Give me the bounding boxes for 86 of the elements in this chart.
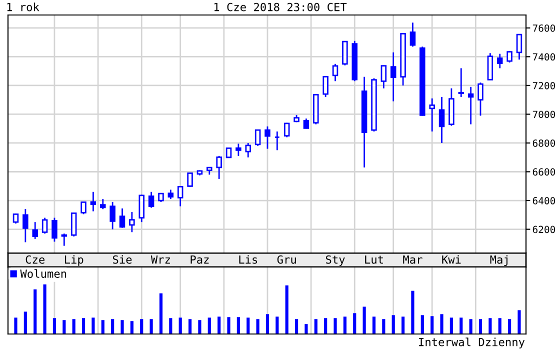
bar	[150, 319, 153, 334]
bar	[43, 284, 46, 334]
legend-label: Wolumen	[20, 269, 66, 278]
bar	[440, 314, 444, 334]
x-tick-label: Kwi	[442, 255, 461, 264]
bar	[411, 290, 414, 334]
y-tick-label: 6400	[532, 197, 556, 204]
text: Interwal Dzienny	[419, 338, 525, 348]
bar	[236, 317, 240, 334]
bar	[198, 320, 202, 334]
bar	[334, 318, 337, 334]
candlestick	[468, 86, 474, 125]
candlestick	[361, 76, 368, 168]
bar	[362, 306, 366, 334]
bar	[178, 318, 182, 334]
y-tick-label: 7000	[532, 110, 556, 118]
candlestick	[90, 191, 96, 212]
x-tick-label: Sie	[112, 255, 132, 264]
bar	[140, 319, 144, 334]
bar	[285, 285, 288, 334]
bar	[101, 320, 104, 334]
x-tick-label: Lis	[239, 255, 258, 264]
bar	[488, 318, 492, 334]
y-tick-label: 6600	[532, 168, 556, 176]
bar	[24, 312, 27, 334]
bar	[478, 319, 482, 334]
bar	[508, 319, 512, 334]
bar	[276, 316, 279, 334]
bar	[82, 318, 86, 334]
x-tick-label: Mar	[403, 255, 422, 264]
candlestick	[129, 211, 135, 233]
bar	[314, 319, 318, 334]
x-tick-label: Gru	[277, 255, 296, 264]
bar	[498, 318, 502, 334]
bar	[266, 314, 270, 334]
bar	[227, 317, 230, 334]
bar	[218, 316, 221, 334]
bar	[62, 320, 66, 334]
bar	[130, 321, 134, 334]
candlestick	[236, 143, 242, 157]
x-tick-label: Lut	[365, 255, 383, 264]
bar	[256, 319, 260, 334]
candlestick	[438, 96, 445, 144]
y-tick-label: 6200	[532, 226, 556, 234]
bar	[169, 318, 172, 334]
bar	[92, 318, 95, 334]
x-tick-label: Cze	[26, 255, 44, 264]
bar	[420, 315, 424, 334]
bar	[343, 316, 346, 334]
y-tick-label: 7400	[532, 53, 556, 61]
chart-title: 1 rok	[7, 2, 40, 12]
bar	[382, 319, 386, 334]
candlestick	[390, 52, 396, 102]
bar	[52, 318, 56, 334]
bar	[469, 319, 472, 334]
bar	[372, 316, 376, 334]
bar	[430, 316, 434, 334]
bar	[111, 319, 114, 334]
bar	[304, 324, 308, 334]
bar	[392, 315, 395, 334]
y-tick-label: 7600	[532, 24, 556, 32]
bar	[518, 310, 521, 334]
x-tick-label: Wrz	[150, 255, 170, 264]
bar	[120, 320, 124, 334]
bar	[401, 316, 405, 334]
x-tick-label: Paz	[190, 255, 209, 264]
bar	[294, 319, 298, 334]
candlestick	[22, 208, 28, 243]
bar	[353, 313, 356, 334]
text: 1 Cze 2018 23:00 CET	[214, 2, 347, 12]
bar	[188, 319, 192, 334]
x-tick-label: Lip	[64, 255, 84, 266]
x-tick-label: Maj	[490, 255, 508, 266]
bar	[14, 318, 18, 334]
bar	[246, 318, 250, 334]
bar	[450, 318, 453, 334]
bar	[34, 289, 37, 334]
x-tick-label: Sty	[326, 255, 345, 266]
bar	[460, 318, 463, 334]
candlestick	[429, 98, 435, 132]
y-tick-label: 6800	[532, 139, 556, 147]
bar	[159, 293, 163, 334]
bar	[72, 319, 76, 334]
bar	[208, 318, 211, 334]
bar	[324, 318, 328, 334]
y-tick-label: 7200	[532, 82, 556, 90]
